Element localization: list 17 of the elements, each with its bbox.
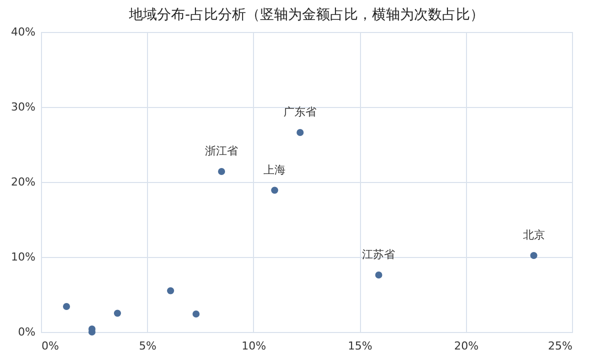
x-tick-label: 5% — [138, 340, 156, 352]
data-label: 江苏省 — [362, 248, 396, 261]
y-tick-label: 0% — [18, 326, 36, 338]
x-tick-label: 0% — [42, 340, 59, 352]
data-label: 广东省 — [284, 106, 317, 118]
chart-title: 地域分布-占比分析（竖轴为金额占比，横轴为次数占比） — [128, 7, 484, 23]
data-label: 浙江省 — [205, 144, 238, 158]
y-tick-label: 10% — [11, 250, 36, 264]
x-tick-label: 15% — [348, 340, 372, 352]
data-label: 北京 — [522, 228, 545, 242]
x-tick-label: 20% — [454, 340, 479, 352]
x-tick-label: 10% — [242, 340, 266, 352]
x-tick-label: 25% — [548, 340, 572, 352]
data-label: 上海 — [264, 163, 286, 176]
y-tick-label: 40% — [11, 26, 36, 38]
y-tick-label: 30% — [11, 100, 36, 114]
y-tick-label: 20% — [11, 176, 36, 188]
